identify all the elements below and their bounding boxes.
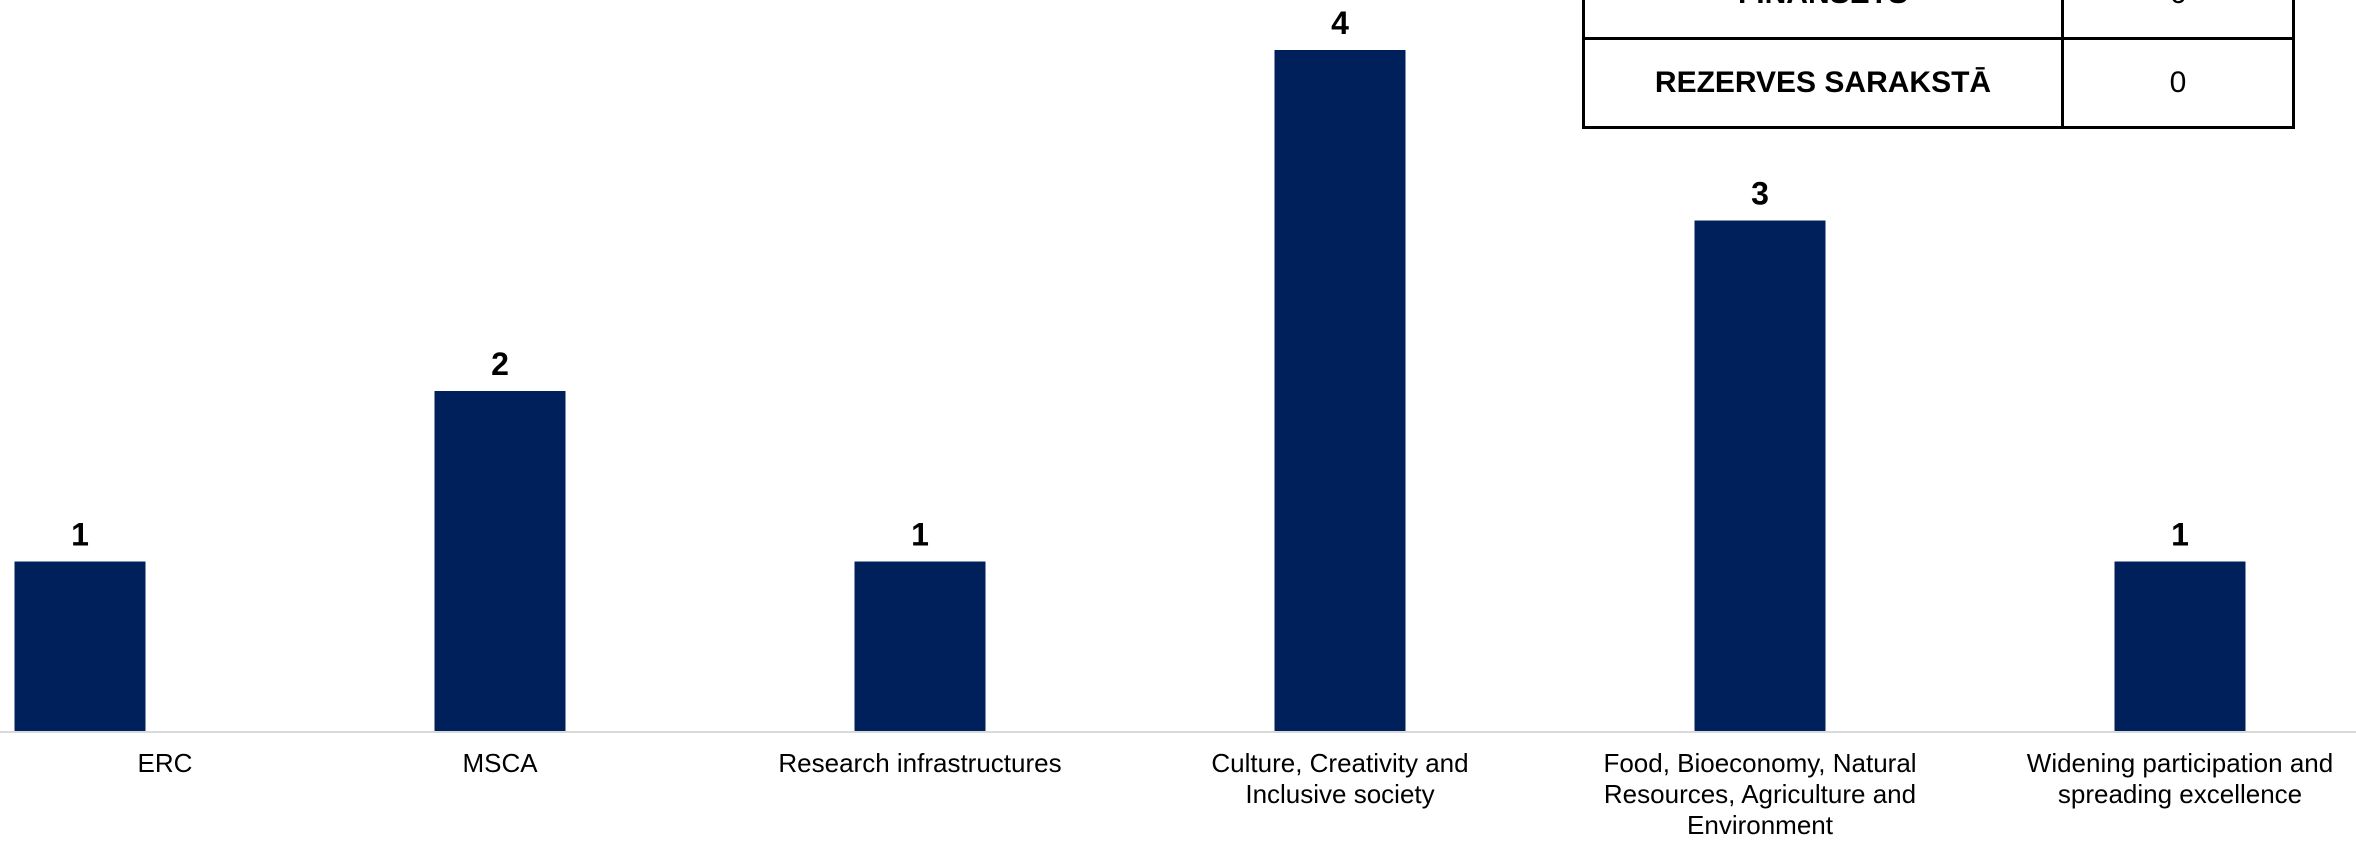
x-tick-label: Food, Bioeconomy, Natural Resources, Agr… xyxy=(1603,748,1917,840)
bar xyxy=(14,561,146,732)
row-value-reserve: 0 xyxy=(2061,37,2295,129)
bar xyxy=(854,561,986,732)
value-labels-group: 1 2 1 4 3 1 xyxy=(71,5,2189,553)
data-label: 1 xyxy=(71,517,89,553)
bars-group xyxy=(14,50,2246,732)
data-label: 4 xyxy=(1331,5,1349,41)
data-label: 2 xyxy=(491,346,509,382)
x-tick-label: Culture, Creativity and Inclusive societ… xyxy=(1211,748,1469,809)
table-row: REZERVES SARAKSTĀ 0 xyxy=(1582,37,2295,129)
bar xyxy=(1694,220,1826,732)
row-label-funded: FINANSĒTS xyxy=(1582,0,2064,40)
data-label: 1 xyxy=(911,517,929,553)
bar xyxy=(2114,561,2246,732)
table-row: FINANSĒTS 6 xyxy=(1582,0,2295,40)
x-tick-label: Research infrastructures xyxy=(778,748,1062,778)
row-label-reserve: REZERVES SARAKSTĀ xyxy=(1582,37,2064,129)
bar xyxy=(1274,50,1406,732)
data-label: 1 xyxy=(2171,517,2189,553)
x-tick-label: ERC xyxy=(137,748,193,778)
bar xyxy=(434,391,566,732)
data-label: 3 xyxy=(1751,176,1769,212)
x-tick-label: MSCA xyxy=(462,748,538,778)
row-value-funded: 6 xyxy=(2061,0,2295,40)
x-tick-label: Widening participation and spreading exc… xyxy=(2026,748,2334,809)
status-table: FINANSĒTS 6 REZERVES SARAKSTĀ 0 xyxy=(1582,0,2295,129)
